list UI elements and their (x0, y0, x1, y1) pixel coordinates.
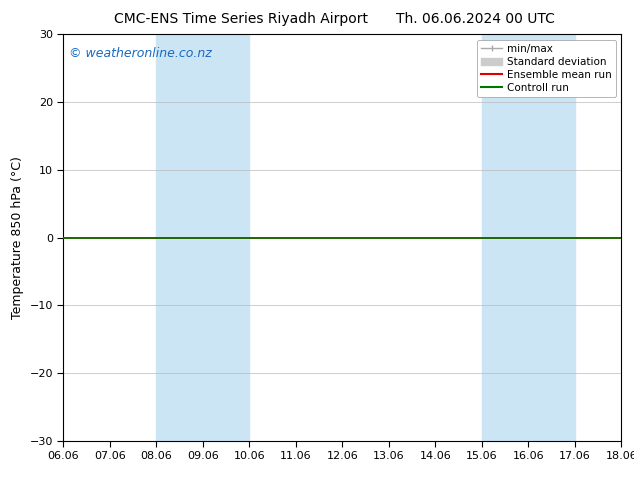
Text: CMC-ENS Time Series Riyadh Airport: CMC-ENS Time Series Riyadh Airport (114, 12, 368, 26)
Y-axis label: Temperature 850 hPa (°C): Temperature 850 hPa (°C) (11, 156, 24, 319)
Bar (482, 34, 575, 441)
Legend: min/max, Standard deviation, Ensemble mean run, Controll run: min/max, Standard deviation, Ensemble me… (477, 40, 616, 97)
Bar (157, 34, 249, 441)
Text: Th. 06.06.2024 00 UTC: Th. 06.06.2024 00 UTC (396, 12, 555, 26)
Text: © weatheronline.co.nz: © weatheronline.co.nz (69, 47, 212, 59)
